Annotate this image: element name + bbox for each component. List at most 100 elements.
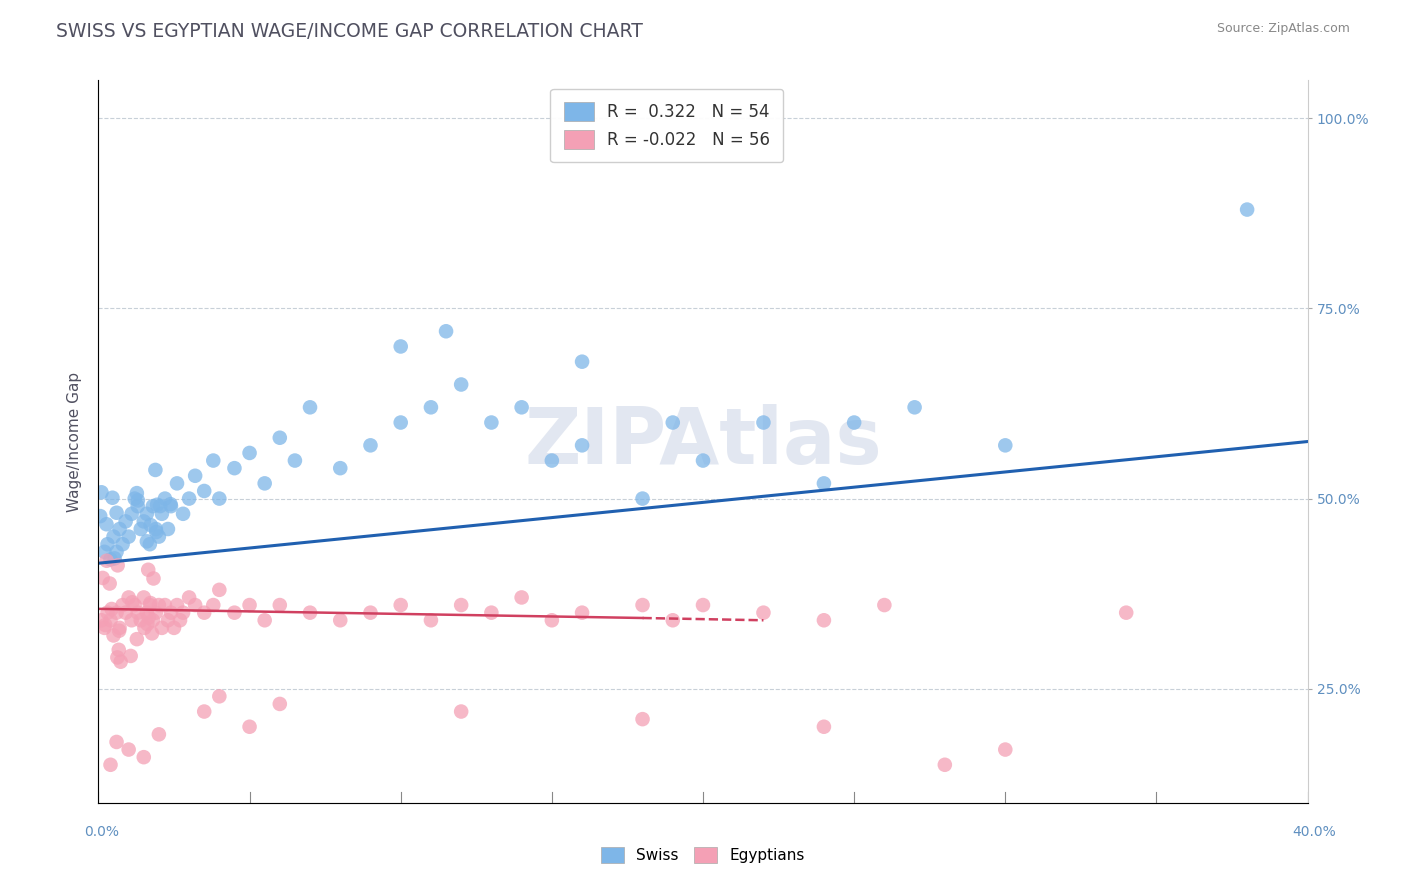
Point: [166, 598, 188, 612]
Point: [136, 617, 159, 632]
Point: [105, 506, 128, 520]
Point: [93, 621, 115, 635]
Point: [93, 545, 115, 559]
Point: [111, 598, 134, 612]
Point: [127, 499, 149, 513]
Point: [135, 606, 157, 620]
Point: [571, 606, 593, 620]
Point: [108, 621, 131, 635]
Point: [135, 534, 157, 549]
Point: [150, 621, 173, 635]
Point: [105, 735, 128, 749]
Point: [114, 515, 136, 529]
Point: [135, 507, 157, 521]
Point: [994, 742, 1017, 756]
Point: [389, 416, 412, 430]
Point: [692, 598, 714, 612]
Point: [481, 606, 503, 620]
Point: [239, 446, 262, 460]
Point: [844, 416, 866, 430]
Point: [934, 757, 956, 772]
Point: [136, 563, 159, 577]
Point: [94, 618, 117, 632]
Point: [1115, 606, 1137, 620]
Point: [145, 524, 167, 539]
Point: [89, 509, 111, 524]
Point: [142, 613, 165, 627]
Point: [420, 401, 443, 415]
Point: [389, 339, 412, 353]
Point: [142, 572, 165, 586]
Point: [103, 530, 125, 544]
Point: [96, 606, 118, 620]
Point: [124, 491, 146, 506]
Point: [105, 650, 128, 665]
Point: [145, 606, 167, 620]
Point: [299, 401, 322, 415]
Legend: Swiss, Egyptians: Swiss, Egyptians: [593, 839, 813, 871]
Point: [329, 613, 352, 627]
Point: [434, 324, 457, 338]
Point: [873, 598, 896, 612]
Point: [360, 438, 382, 452]
Point: [813, 720, 835, 734]
Point: [184, 598, 207, 612]
Point: [114, 606, 136, 620]
Point: [239, 598, 262, 612]
Point: [127, 493, 149, 508]
Point: [172, 606, 194, 620]
Point: [239, 720, 262, 734]
Point: [110, 655, 132, 669]
Point: [127, 606, 149, 620]
Point: [150, 507, 173, 521]
Point: [163, 621, 186, 635]
Point: [631, 712, 654, 726]
Point: [96, 537, 118, 551]
Point: [571, 354, 593, 368]
Point: [121, 613, 143, 627]
Point: [269, 598, 291, 612]
Point: [172, 507, 194, 521]
Point: [90, 613, 112, 627]
Point: [153, 598, 176, 612]
Point: [752, 606, 775, 620]
Point: [98, 576, 121, 591]
Y-axis label: Wage/Income Gap: Wage/Income Gap: [67, 371, 83, 512]
Point: [125, 486, 148, 500]
Point: [450, 598, 472, 612]
Point: [1236, 202, 1258, 217]
Point: [148, 727, 170, 741]
Point: [103, 628, 125, 642]
Point: [141, 626, 163, 640]
Point: [224, 606, 246, 620]
Point: [481, 416, 503, 430]
Point: [121, 595, 143, 609]
Point: [118, 591, 141, 605]
Point: [121, 507, 143, 521]
Point: [160, 606, 183, 620]
Point: [540, 613, 562, 627]
Point: [90, 485, 112, 500]
Point: [146, 498, 169, 512]
Point: [100, 552, 122, 566]
Point: [661, 613, 683, 627]
Point: [450, 377, 472, 392]
Text: SWISS VS EGYPTIAN WAGE/INCOME GAP CORRELATION CHART: SWISS VS EGYPTIAN WAGE/INCOME GAP CORREL…: [56, 22, 643, 41]
Point: [153, 491, 176, 506]
Point: [253, 476, 276, 491]
Point: [108, 624, 131, 638]
Legend: R =  0.322   N = 54, R = -0.022   N = 56: R = 0.322 N = 54, R = -0.022 N = 56: [550, 88, 783, 162]
Point: [129, 613, 152, 627]
Point: [994, 438, 1017, 452]
Point: [571, 438, 593, 452]
Point: [160, 499, 183, 513]
Text: ZIPAtlas: ZIPAtlas: [524, 403, 882, 480]
Point: [132, 515, 155, 529]
Point: [510, 591, 533, 605]
Point: [159, 497, 181, 511]
Point: [284, 453, 307, 467]
Point: [139, 596, 162, 610]
Point: [329, 461, 352, 475]
Point: [692, 453, 714, 467]
Point: [96, 517, 118, 532]
